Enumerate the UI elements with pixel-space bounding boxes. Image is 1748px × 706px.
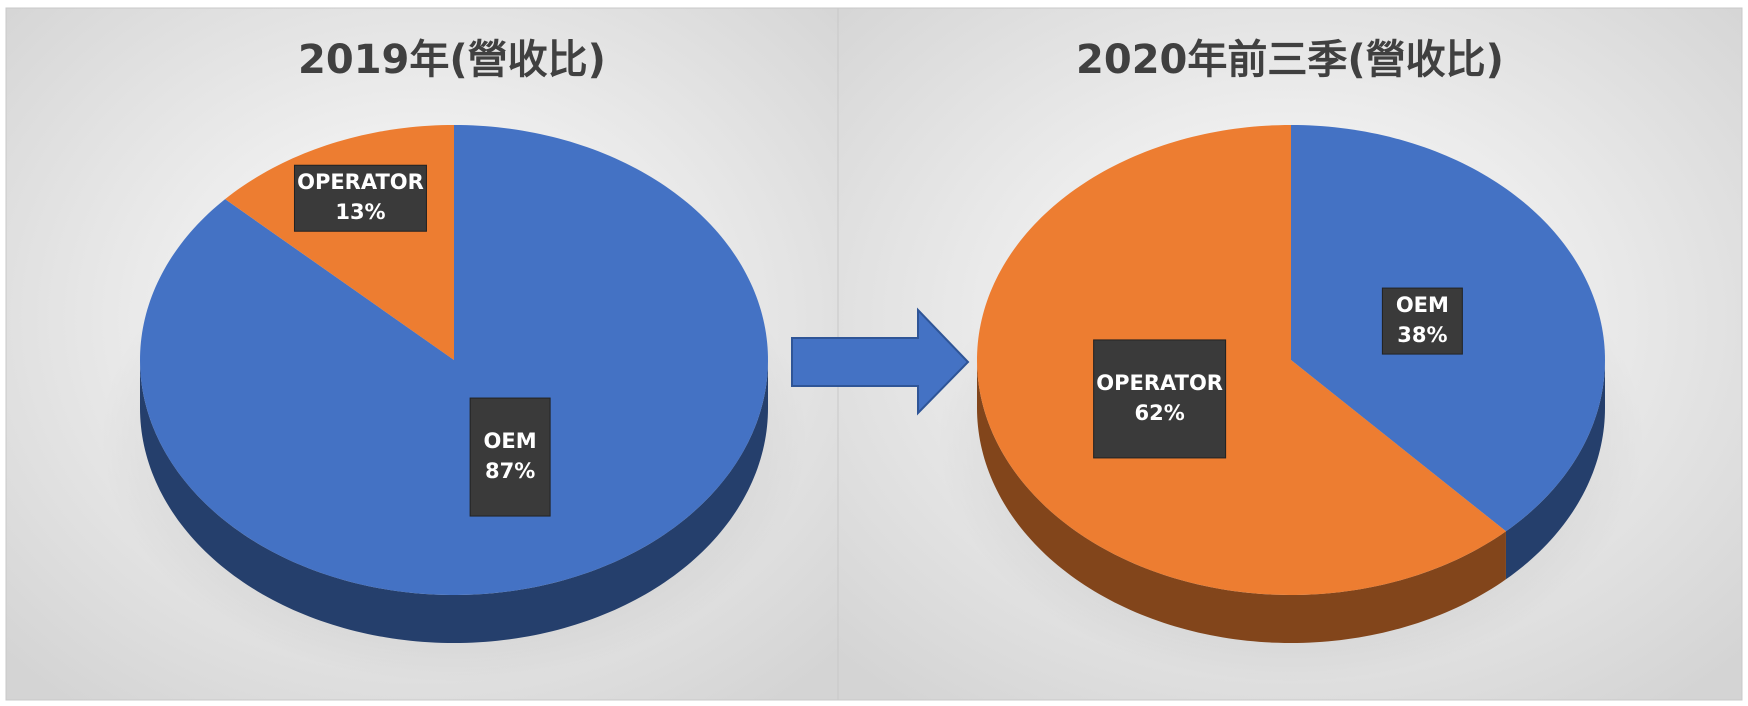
value-label: 87% (485, 459, 535, 483)
value-label: 62% (1134, 401, 1184, 425)
label-box (293, 164, 427, 232)
pie-slice (140, 125, 768, 595)
value-label: 13% (335, 200, 385, 224)
category-label: OPERATOR (297, 170, 424, 194)
chart-title: 2020年前三季(營收比) (1076, 37, 1504, 83)
pie-side (140, 360, 768, 643)
category-label: OEM (1396, 293, 1449, 317)
value-label: 38% (1397, 323, 1447, 347)
category-label: OEM (484, 429, 537, 453)
label-box (1381, 287, 1463, 355)
pie-side (977, 360, 1506, 643)
arrow (791, 307, 970, 416)
chart-title: 2019年(營收比) (298, 37, 606, 83)
pie-slice (977, 125, 1506, 595)
category-label: OPERATOR (1096, 371, 1223, 395)
label-box (469, 397, 551, 517)
label-box (1093, 339, 1227, 459)
pie-side (1505, 360, 1605, 580)
